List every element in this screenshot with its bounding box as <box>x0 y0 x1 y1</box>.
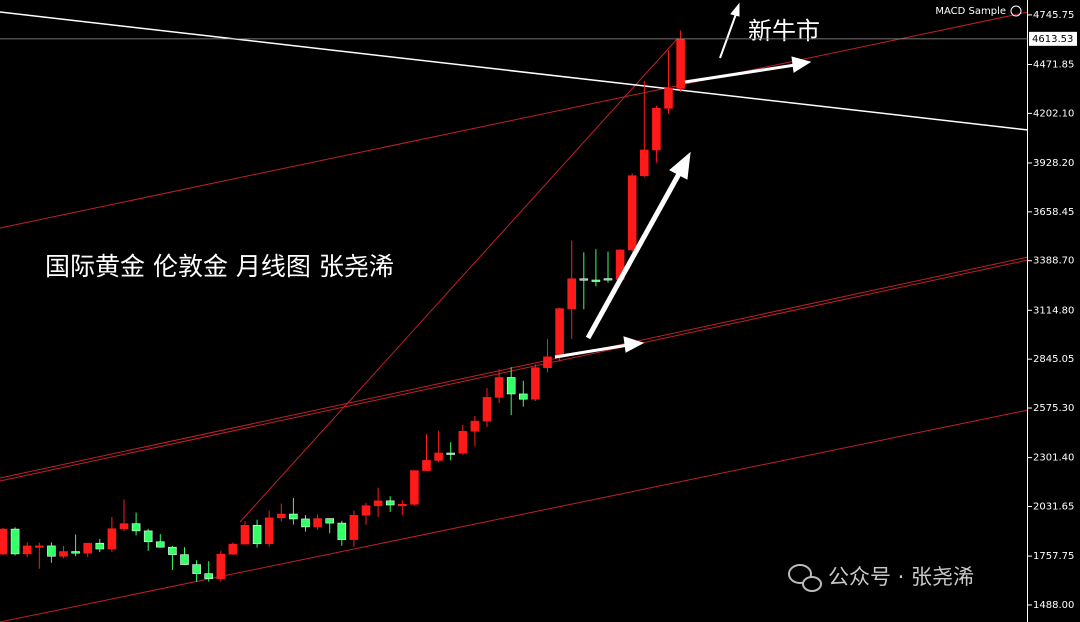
wechat-icon <box>802 576 822 592</box>
y-tick-label: 1488.00 <box>1033 600 1074 611</box>
candle-body <box>83 542 92 554</box>
chart-title: 国际黄金 伦敦金 月线图 张尧浠 <box>45 252 394 281</box>
trend-line <box>0 256 1029 479</box>
candle-body <box>664 88 673 109</box>
candle-body <box>422 460 431 471</box>
y-tick-label: 2575.30 <box>1033 403 1074 414</box>
price-label: 4613.53 <box>1032 34 1073 45</box>
candle-body <box>180 554 189 565</box>
candle-body <box>397 503 407 507</box>
candle-body <box>458 430 468 454</box>
candle-body <box>71 551 80 554</box>
candle-body <box>240 524 250 545</box>
y-tick-label: 4471.85 <box>1033 60 1074 71</box>
candle-body <box>591 279 601 282</box>
candle-body <box>95 542 105 550</box>
arrow-head <box>623 336 645 353</box>
candle-body <box>325 518 335 524</box>
trend-lines <box>0 11 1029 622</box>
arrow-head <box>730 2 740 17</box>
candle-body <box>276 513 286 519</box>
arrow-head <box>669 151 691 180</box>
candle-body <box>34 545 44 548</box>
indicator-label: MACD Sample <box>935 6 1006 17</box>
candle-body <box>143 530 153 543</box>
wechat-icon <box>788 564 812 584</box>
plot <box>0 30 685 582</box>
y-tick-label: 3114.80 <box>1033 305 1074 316</box>
candle-body <box>0 528 8 555</box>
candle-body <box>373 500 383 507</box>
candle-body <box>410 470 419 505</box>
candle-body <box>10 528 20 555</box>
candle-body <box>385 500 395 506</box>
y-tick-label: 2301.40 <box>1033 453 1074 464</box>
candle-body <box>627 175 637 251</box>
candle-body <box>337 522 347 540</box>
annotation: 新牛市 <box>748 17 820 45</box>
candle-body <box>349 515 359 540</box>
candle-body <box>543 356 552 368</box>
candle-body <box>252 524 262 545</box>
y-tick-label: 3928.20 <box>1033 158 1074 169</box>
candle-body <box>555 308 564 358</box>
candle-body <box>168 546 177 555</box>
candle-body <box>59 551 68 557</box>
candle-body <box>361 505 371 516</box>
candle-body <box>313 518 322 528</box>
y-tick-label: 3658.45 <box>1033 207 1074 218</box>
y-tick-label: 2031.65 <box>1033 502 1074 513</box>
indicator-icon <box>1010 5 1022 17</box>
candle-body <box>204 573 213 580</box>
candle-body <box>531 367 540 400</box>
candle-body <box>639 149 649 176</box>
candle-body <box>603 278 613 281</box>
y-tick-label: 3388.70 <box>1033 256 1074 267</box>
arrow-head <box>791 56 812 73</box>
candle-body <box>494 377 504 398</box>
trend-line <box>0 11 1029 131</box>
candle-body <box>652 108 661 151</box>
candle-body <box>131 523 141 532</box>
arrows <box>554 2 812 359</box>
candle-body <box>192 564 201 574</box>
candle-body <box>482 397 492 422</box>
candle-body <box>107 528 117 550</box>
candle-body <box>579 278 589 281</box>
candle-body <box>676 38 685 89</box>
candle-body <box>470 420 480 432</box>
trend-line <box>0 409 1029 622</box>
candle-body <box>301 518 310 528</box>
trend-line <box>0 11 1029 229</box>
candle-body <box>434 452 443 461</box>
y-tick-label: 1757.75 <box>1033 551 1074 562</box>
candle-body <box>567 278 577 309</box>
candle-body <box>119 523 129 530</box>
candle-body <box>156 541 165 548</box>
candle-body <box>446 452 456 455</box>
candle-body <box>47 545 56 557</box>
price-box <box>1029 31 1077 46</box>
candle-body <box>264 517 274 545</box>
candle-body <box>506 377 516 395</box>
arrow <box>554 343 629 359</box>
y-tick-label: 4202.10 <box>1033 108 1074 119</box>
candle-body <box>228 543 238 555</box>
arrow <box>719 13 737 59</box>
arrow <box>684 63 796 84</box>
watermark-text: 公众号 · 张尧浠 <box>828 565 974 589</box>
y-tick-label: 4745.75 <box>1033 10 1074 21</box>
candle-body <box>518 393 528 400</box>
candle-body <box>216 553 226 580</box>
watermark: 公众号 · 张尧浠 <box>788 564 974 592</box>
candle-body <box>289 513 298 520</box>
trend-line <box>239 37 679 523</box>
y-tick-label: 2845.05 <box>1033 354 1074 365</box>
trend-line <box>0 259 1029 482</box>
arrow <box>585 170 683 340</box>
candle-body <box>22 545 32 555</box>
